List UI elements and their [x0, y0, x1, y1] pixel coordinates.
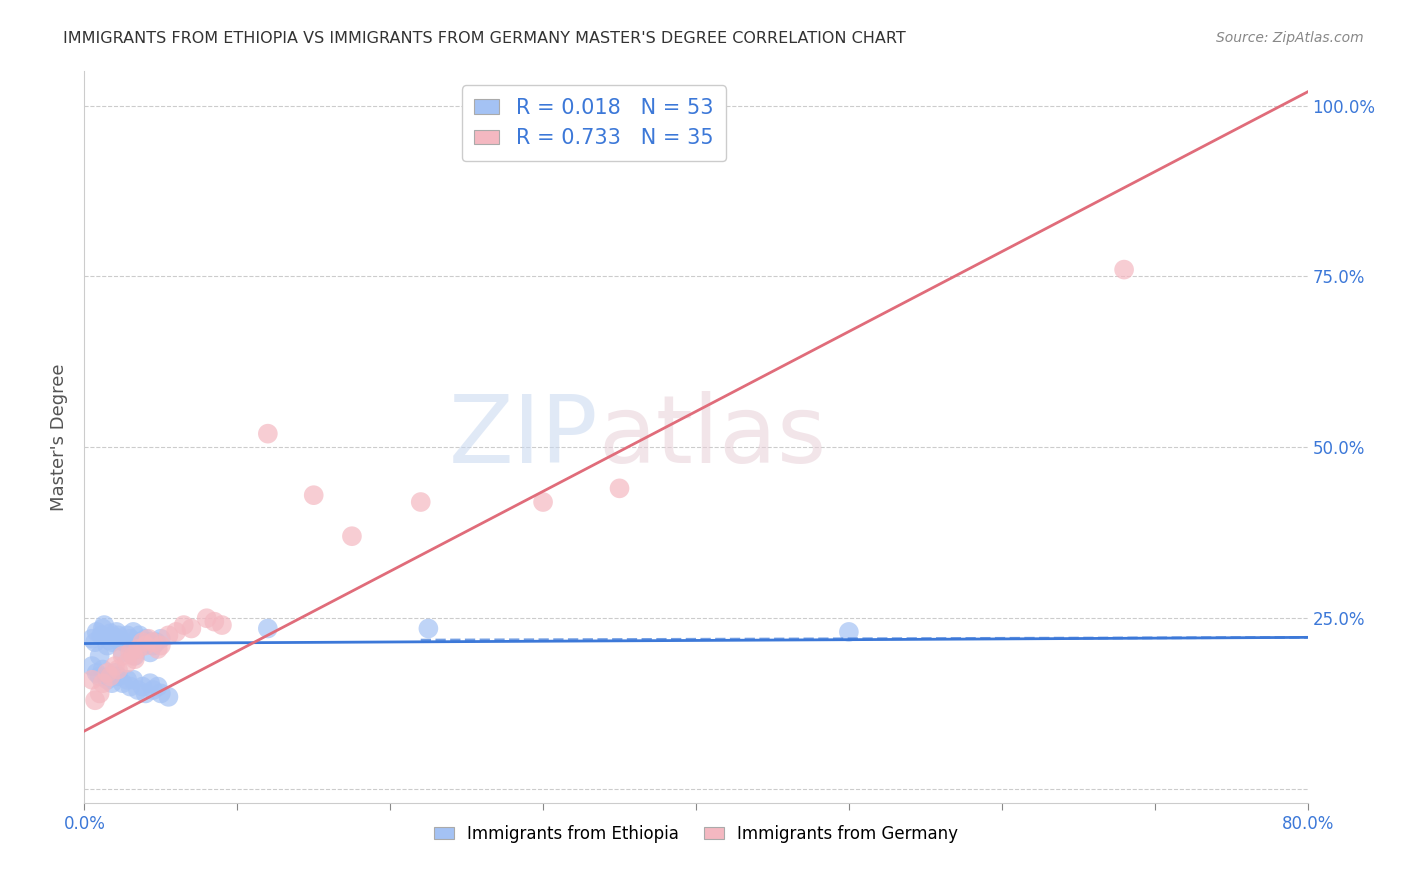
- Text: IMMIGRANTS FROM ETHIOPIA VS IMMIGRANTS FROM GERMANY MASTER'S DEGREE CORRELATION : IMMIGRANTS FROM ETHIOPIA VS IMMIGRANTS F…: [63, 31, 905, 46]
- Point: [105, 624, 128, 639]
- Point: [120, 680, 142, 694]
- Point: [101, 635, 124, 649]
- Point: [93, 618, 115, 632]
- Point: [115, 673, 138, 687]
- Point: [122, 673, 145, 687]
- Point: [124, 648, 146, 663]
- Point: [104, 665, 127, 680]
- Point: [838, 624, 860, 639]
- Point: [531, 495, 554, 509]
- Point: [98, 669, 121, 683]
- Point: [418, 622, 440, 636]
- Point: [111, 645, 134, 659]
- Y-axis label: Master's Degree: Master's Degree: [51, 363, 69, 511]
- Point: [609, 481, 631, 495]
- Text: atlas: atlas: [598, 391, 827, 483]
- Point: [122, 648, 145, 663]
- Point: [98, 626, 121, 640]
- Point: [124, 652, 146, 666]
- Point: [211, 618, 233, 632]
- Point: [131, 639, 153, 653]
- Point: [149, 639, 172, 653]
- Point: [139, 645, 162, 659]
- Point: [180, 622, 202, 636]
- Point: [111, 676, 134, 690]
- Point: [128, 628, 150, 642]
- Point: [127, 683, 149, 698]
- Point: [157, 690, 180, 704]
- Point: [127, 642, 149, 657]
- Point: [108, 633, 131, 648]
- Point: [135, 639, 157, 653]
- Point: [91, 663, 114, 677]
- Point: [302, 488, 325, 502]
- Point: [1114, 262, 1136, 277]
- Point: [409, 495, 432, 509]
- Point: [138, 635, 160, 649]
- Point: [101, 676, 124, 690]
- Point: [96, 639, 118, 653]
- Point: [89, 648, 111, 663]
- Text: Source: ZipAtlas.com: Source: ZipAtlas.com: [1216, 31, 1364, 45]
- Point: [135, 686, 157, 700]
- Point: [90, 628, 112, 642]
- Point: [202, 615, 225, 629]
- Point: [89, 686, 111, 700]
- Point: [149, 686, 172, 700]
- Point: [120, 645, 142, 659]
- Point: [138, 632, 160, 646]
- Point: [104, 659, 127, 673]
- Point: [84, 635, 107, 649]
- Point: [131, 635, 153, 649]
- Point: [146, 680, 169, 694]
- Point: [80, 673, 103, 687]
- Point: [157, 628, 180, 642]
- Point: [195, 611, 218, 625]
- Point: [107, 628, 129, 642]
- Point: [142, 639, 165, 653]
- Point: [149, 632, 172, 646]
- Point: [122, 624, 145, 639]
- Point: [127, 635, 149, 649]
- Point: [89, 669, 111, 683]
- Legend: Immigrants from Ethiopia, Immigrants from Germany: Immigrants from Ethiopia, Immigrants fro…: [427, 818, 965, 849]
- Point: [146, 642, 169, 657]
- Point: [142, 635, 165, 649]
- Point: [139, 676, 162, 690]
- Point: [257, 622, 280, 636]
- Point: [173, 618, 195, 632]
- Point: [84, 693, 107, 707]
- Text: ZIP: ZIP: [449, 391, 598, 483]
- Point: [96, 665, 118, 680]
- Point: [80, 659, 103, 673]
- Point: [107, 663, 129, 677]
- Point: [120, 632, 142, 646]
- Point: [91, 676, 114, 690]
- Point: [96, 673, 118, 687]
- Point: [131, 680, 153, 694]
- Point: [115, 656, 138, 670]
- Point: [80, 632, 103, 646]
- Point: [97, 633, 120, 648]
- Point: [86, 624, 108, 639]
- Point: [135, 632, 157, 646]
- Point: [115, 628, 138, 642]
- Point: [142, 683, 165, 698]
- Point: [107, 669, 129, 683]
- Point: [257, 426, 280, 441]
- Point: [104, 631, 127, 645]
- Point: [165, 624, 187, 639]
- Point: [340, 529, 363, 543]
- Point: [145, 635, 167, 649]
- Point: [91, 622, 114, 636]
- Point: [111, 648, 134, 663]
- Point: [112, 635, 135, 649]
- Point: [86, 665, 108, 680]
